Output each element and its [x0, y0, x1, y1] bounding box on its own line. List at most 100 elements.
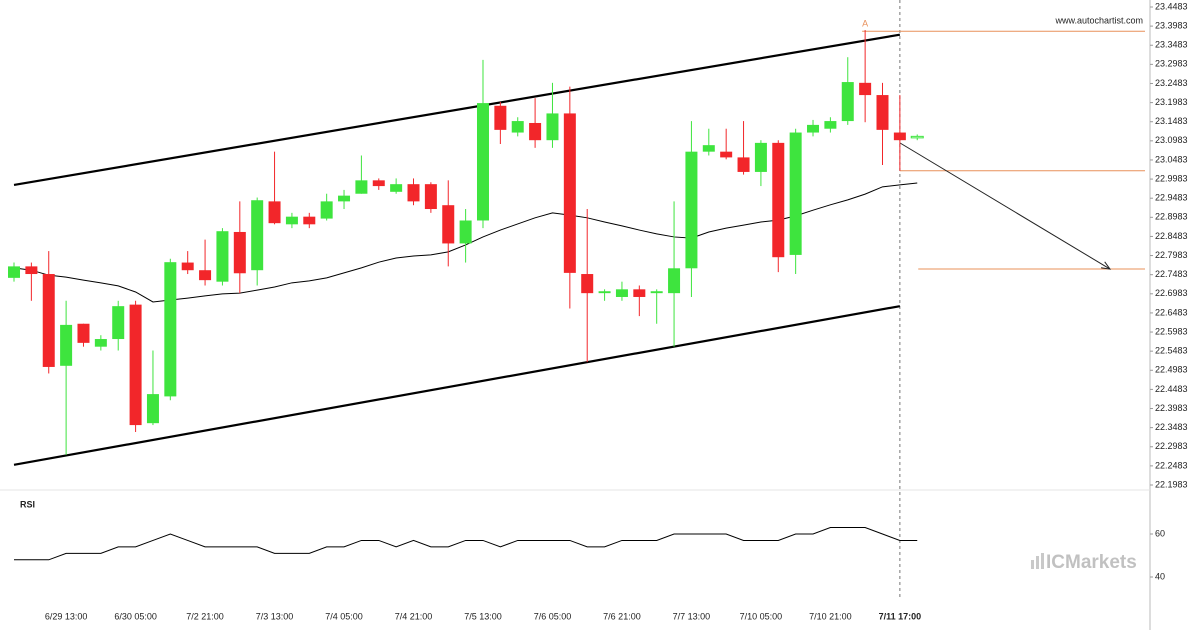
rsi-title: RSI: [20, 499, 35, 509]
candle-body: [112, 306, 125, 340]
candle-body: [199, 270, 212, 281]
candle-body: [442, 205, 455, 244]
candle-body: [910, 135, 924, 139]
forecast-arrow-head: [1101, 261, 1112, 270]
candle-body: [563, 113, 576, 273]
logo-bar: [1041, 553, 1044, 569]
channel-line: [13, 305, 901, 466]
y-tick-label: 22.8483: [1155, 231, 1188, 241]
candle-body: [476, 103, 489, 221]
candle-body: [268, 201, 281, 224]
y-tick-label: 23.4483: [1155, 1, 1188, 11]
candle-body: [25, 266, 38, 275]
candle-body: [320, 201, 333, 219]
candle-body: [702, 145, 715, 152]
y-tick-label: 22.7483: [1155, 269, 1188, 279]
candle-body: [772, 142, 785, 258]
candle-body: [216, 231, 229, 282]
x-tick-label: 7/3 13:00: [256, 611, 294, 621]
logo-bar: [1031, 560, 1034, 569]
candle-body: [372, 180, 385, 187]
y-tick-label: 22.5983: [1155, 326, 1188, 336]
forecast-arrow: [899, 142, 1111, 270]
y-tick-label: 23.3483: [1155, 40, 1188, 50]
candle-body: [511, 121, 524, 133]
y-tick-label: 22.1983: [1155, 479, 1188, 489]
y-tick-label: 23.1983: [1155, 97, 1188, 107]
y-tick-label: 22.8983: [1155, 212, 1188, 222]
candle-body: [581, 274, 594, 294]
y-tick-label: 22.9483: [1155, 193, 1188, 203]
candle-body: [598, 291, 611, 294]
x-tick-label: 6/30 05:00: [114, 611, 157, 621]
x-tick-label: 7/4 21:00: [395, 611, 433, 621]
y-tick-label: 22.2483: [1155, 460, 1188, 470]
candle-body: [650, 291, 663, 294]
candle-body: [737, 157, 750, 172]
y-tick-label: 22.7983: [1155, 250, 1188, 260]
candle-body: [720, 151, 733, 158]
y-tick-label: 23.0983: [1155, 135, 1188, 145]
rsi-tick-label: 60: [1155, 528, 1165, 538]
logo-text: ICMarkets: [1046, 552, 1137, 573]
candle-body: [668, 268, 681, 294]
y-tick-label: 22.3483: [1155, 422, 1188, 432]
y-tick-label: 23.2483: [1155, 78, 1188, 88]
x-tick-label: 7/7 13:00: [673, 611, 711, 621]
candle-body: [859, 82, 872, 96]
candle-body: [8, 266, 20, 278]
rsi-line: [14, 527, 918, 561]
x-tick-label: 6/29 13:00: [45, 611, 88, 621]
candle-body: [251, 200, 264, 271]
logo-bar: [1036, 556, 1039, 569]
candle-body: [60, 324, 73, 366]
y-tick-label: 23.3983: [1155, 20, 1188, 30]
candle-body: [233, 231, 246, 274]
candle-body: [633, 289, 646, 297]
candle-body: [754, 142, 767, 172]
marker-label: A: [862, 18, 868, 28]
candle-body: [303, 216, 316, 225]
candle-body: [494, 105, 507, 130]
candle-body: [390, 184, 403, 192]
candle-body: [146, 394, 159, 424]
x-tick-label: 7/4 05:00: [325, 611, 363, 621]
channel-line: [13, 33, 901, 187]
y-tick-label: 22.4983: [1155, 365, 1188, 375]
x-tick-label: 7/6 05:00: [534, 611, 572, 621]
y-tick-label: 23.2983: [1155, 59, 1188, 69]
candle-body: [893, 132, 906, 141]
candle-body: [807, 124, 820, 133]
y-tick-label: 22.9983: [1155, 173, 1188, 183]
candle-body: [824, 121, 837, 129]
rsi-tick-label: 40: [1155, 571, 1165, 581]
y-tick-label: 23.0483: [1155, 154, 1188, 164]
y-tick-label: 22.6483: [1155, 307, 1188, 317]
candle-body: [529, 122, 542, 141]
y-tick-label: 22.2983: [1155, 441, 1188, 451]
candle-body: [424, 184, 437, 210]
logo: ICMarkets: [1031, 552, 1137, 573]
candle-body: [285, 216, 298, 225]
candle-body: [459, 220, 472, 244]
x-tick-label: 7/10 05:00: [740, 611, 783, 621]
x-tick-label: 7/11 17:00: [879, 611, 922, 621]
x-tick-label: 7/6 21:00: [603, 611, 641, 621]
candle-body: [876, 95, 889, 130]
y-tick-label: 22.4483: [1155, 384, 1188, 394]
candle-body: [841, 82, 854, 122]
y-tick-label: 23.1483: [1155, 116, 1188, 126]
x-tick-label: 7/5 13:00: [464, 611, 502, 621]
candle-body: [546, 113, 559, 141]
x-tick-label: 7/10 21:00: [809, 611, 852, 621]
candle-body: [685, 151, 698, 269]
candle-body: [181, 262, 194, 271]
y-tick-label: 22.6983: [1155, 288, 1188, 298]
candle-body: [355, 180, 368, 194]
candle-body: [789, 132, 802, 255]
candle-body: [338, 195, 351, 202]
x-tick-label: 7/2 21:00: [186, 611, 224, 621]
candle-body: [94, 339, 107, 347]
